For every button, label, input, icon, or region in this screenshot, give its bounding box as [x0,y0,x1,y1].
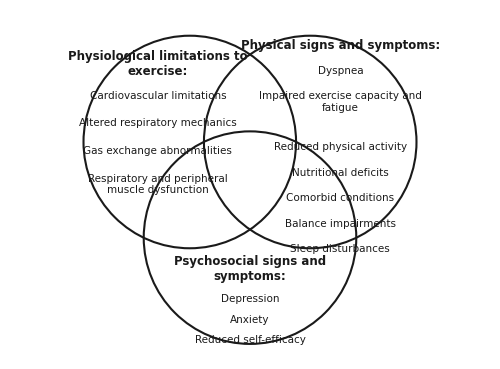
Text: Dyspnea: Dyspnea [318,66,363,76]
Text: Cardiovascular limitations: Cardiovascular limitations [90,91,226,101]
Text: Nutritional deficits: Nutritional deficits [292,168,388,178]
Text: Reduced self-efficacy: Reduced self-efficacy [194,335,306,345]
Text: Depression: Depression [221,294,279,304]
Text: Physical signs and symptoms:: Physical signs and symptoms: [240,39,440,52]
Text: Physiological limitations to
exercise:: Physiological limitations to exercise: [68,50,248,78]
Text: Gas exchange abnormalities: Gas exchange abnormalities [84,146,233,156]
Text: Respiratory and peripheral
muscle dysfunction: Respiratory and peripheral muscle dysfun… [88,173,228,195]
Text: Sleep disturbances: Sleep disturbances [290,244,390,254]
Text: Comorbid conditions: Comorbid conditions [286,193,395,203]
Text: Altered respiratory mechanics: Altered respiratory mechanics [79,118,237,128]
Text: Anxiety: Anxiety [230,315,270,325]
Text: Reduced physical activity: Reduced physical activity [274,142,407,152]
Text: Impaired exercise capacity and
fatigue: Impaired exercise capacity and fatigue [259,92,422,113]
Text: Balance impairments: Balance impairments [285,219,396,229]
Text: Psychosocial signs and
symptoms:: Psychosocial signs and symptoms: [174,255,326,283]
